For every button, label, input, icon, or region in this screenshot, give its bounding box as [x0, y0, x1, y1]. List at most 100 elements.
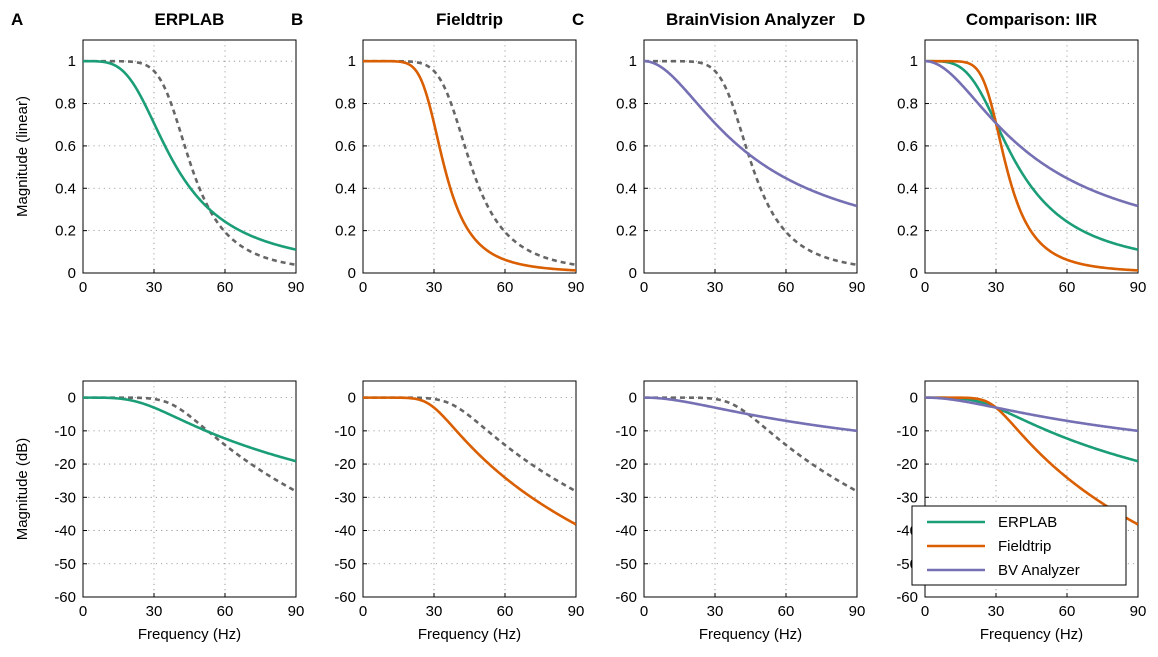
series-line-bv-analyzer — [644, 396, 857, 433]
y-tick-label: 1 — [348, 53, 356, 70]
plot-frame — [82, 39, 297, 274]
panel-d: D Comparison: IIR 0 30 60 90 0 0.2 0.4 0.6 0.8 1 0 30… — [853, 10, 1146, 643]
x-tick-label: 90 — [1130, 603, 1147, 620]
y-tick-label: 1 — [910, 53, 918, 70]
y-tick-label: 0 — [910, 390, 918, 407]
y-tick-label: -30 — [615, 489, 637, 506]
x-tick-label: 30 — [988, 279, 1005, 296]
panel-c: C BrainVision Analyzer 0 30 60 90 0 0.2 0.4 0.6 0.… — [572, 10, 865, 643]
series-line-erplab — [925, 59, 1138, 251]
x-axis-label: Frequency (Hz) — [699, 626, 802, 643]
curves — [925, 59, 1138, 272]
y-tick-label: -60 — [896, 589, 918, 606]
y-tick-label: -40 — [54, 523, 76, 540]
y-tick-label: -20 — [615, 456, 637, 473]
y-tick-label: 0 — [629, 265, 637, 282]
series-line-bv-analyzer — [925, 59, 1138, 208]
y-tick-label: 0.6 — [616, 138, 637, 155]
series-line-bv-analyzer — [925, 396, 1138, 433]
y-tick-label: 0.6 — [897, 138, 918, 155]
x-tick-label: 30 — [988, 603, 1005, 620]
x-tick-label: 30 — [146, 279, 163, 296]
y-tick-label: 0.2 — [55, 223, 76, 240]
y-tick-label: 0 — [68, 390, 76, 407]
y-tick-label: -60 — [615, 589, 637, 606]
y-tick-label: 0.8 — [616, 96, 637, 113]
y-tick-label: 0.4 — [616, 180, 637, 197]
x-tick-label: 30 — [426, 279, 443, 296]
y-tick-label: 1 — [629, 53, 637, 70]
x-tick-label: 30 — [426, 603, 443, 620]
axes-linear: 0 30 60 90 0 0.2 0.4 0.6 0.8 1 — [335, 39, 585, 296]
legend: ERPLAB Fieldtrip BV Analyzer — [911, 505, 1127, 586]
series-line-bv-analyzer — [644, 59, 857, 208]
axes-db: 0 30 60 90 0 -10 -20 -30 -40 -50 -60 Frequency (Hz)… — [14, 380, 305, 643]
panel-title: ERPLAB — [155, 10, 225, 29]
y-tick-label: -50 — [54, 556, 76, 573]
y-tick-label: -50 — [615, 556, 637, 573]
y-tick-label: -10 — [615, 423, 637, 440]
plot-frame — [362, 380, 577, 598]
x-tick-label: 0 — [79, 279, 87, 296]
x-tick-label: 60 — [217, 279, 234, 296]
y-tick-label: -20 — [54, 456, 76, 473]
panel-letter: A — [11, 10, 23, 29]
y-tick-label: 0.4 — [335, 180, 356, 197]
curves — [644, 59, 857, 267]
x-tick-label: 90 — [288, 279, 305, 296]
y-tick-label: 0 — [348, 265, 356, 282]
x-tick-label: 90 — [568, 279, 585, 296]
curves — [644, 396, 857, 493]
plot-frame — [362, 39, 577, 274]
y-axis-label: Magnitude (linear) — [14, 96, 31, 217]
y-tick-label: 0.2 — [335, 223, 356, 240]
y-tick-label: 0 — [629, 390, 637, 407]
x-tick-label: 90 — [849, 279, 866, 296]
series-line-erplab — [83, 396, 296, 463]
x-tick-label: 60 — [217, 603, 234, 620]
x-tick-label: 60 — [497, 603, 514, 620]
x-tick-label: 0 — [640, 603, 648, 620]
x-tick-label: 0 — [921, 603, 929, 620]
x-tick-label: 30 — [146, 603, 163, 620]
y-tick-label: -30 — [334, 489, 356, 506]
x-tick-label: 60 — [778, 603, 795, 620]
x-tick-label: 90 — [568, 603, 585, 620]
y-tick-label: -40 — [615, 523, 637, 540]
x-tick-label: 0 — [359, 603, 367, 620]
x-tick-label: 90 — [288, 603, 305, 620]
x-tick-label: 60 — [497, 279, 514, 296]
y-tick-label: -10 — [896, 423, 918, 440]
panel-title: Fieldtrip — [436, 10, 503, 29]
y-tick-label: -20 — [334, 456, 356, 473]
legend-entry: ERPLAB — [998, 514, 1057, 531]
y-tick-label: -60 — [54, 589, 76, 606]
y-tick-label: 0.8 — [55, 96, 76, 113]
y-tick-label: 0.8 — [897, 96, 918, 113]
x-tick-label: 30 — [707, 603, 724, 620]
axes-linear: 0 30 60 90 0 0.2 0.4 0.6 0.8 1 — [897, 39, 1147, 296]
y-tick-label: -20 — [896, 456, 918, 473]
x-axis-label: Frequency (Hz) — [980, 626, 1083, 643]
y-tick-label: 0 — [68, 265, 76, 282]
x-tick-label: 60 — [778, 279, 795, 296]
plot-frame — [82, 380, 297, 598]
x-tick-label: 60 — [1059, 279, 1076, 296]
curves — [83, 396, 296, 493]
x-tick-label: 0 — [79, 603, 87, 620]
reference-curve — [83, 396, 296, 493]
y-tick-label: -10 — [54, 423, 76, 440]
panel-title: Comparison: IIR — [966, 10, 1097, 29]
legend-entry: BV Analyzer — [998, 562, 1080, 579]
y-tick-label: 0.8 — [335, 96, 356, 113]
reference-curve — [363, 396, 576, 493]
series-line-fieldtrip — [363, 59, 576, 272]
x-axis-label: Frequency (Hz) — [138, 626, 241, 643]
x-tick-label: 30 — [707, 279, 724, 296]
y-tick-label: 0.6 — [335, 138, 356, 155]
x-tick-label: 90 — [1130, 279, 1147, 296]
curves — [363, 396, 576, 526]
y-tick-label: 0 — [910, 265, 918, 282]
x-axis-label: Frequency (Hz) — [418, 626, 521, 643]
